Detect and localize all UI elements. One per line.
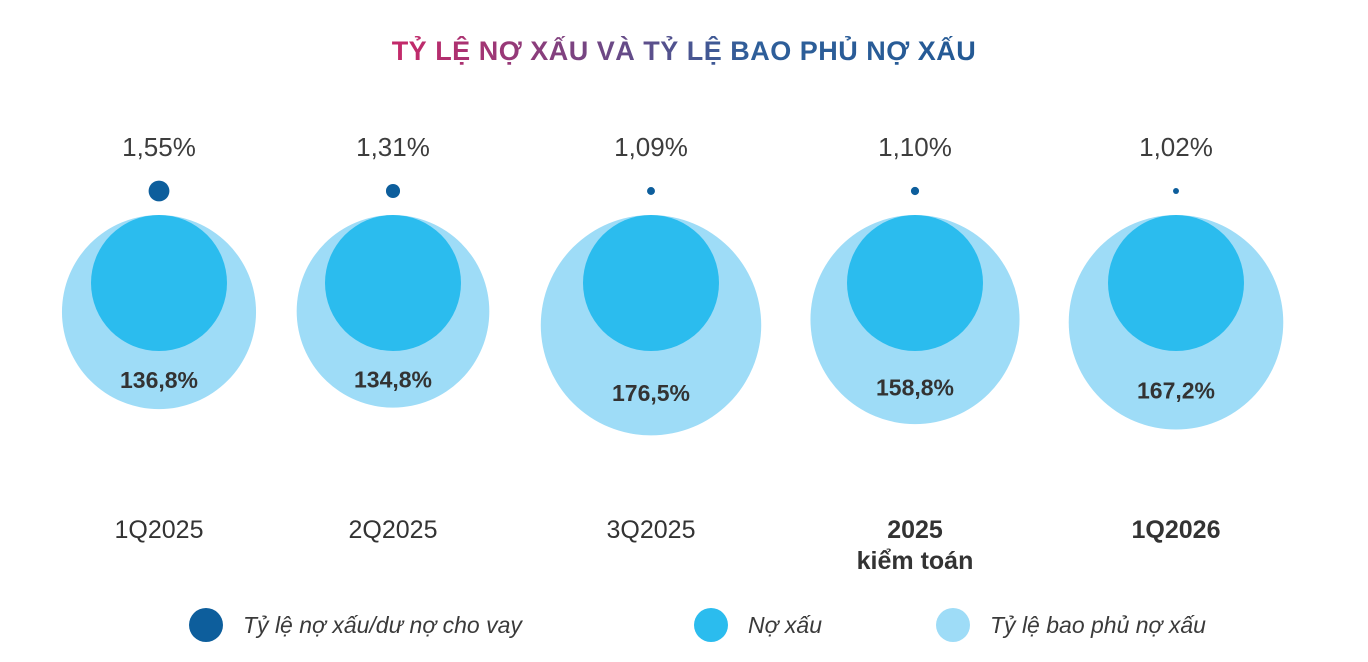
coverage-label: 134,8% [354, 366, 432, 392]
bad-debt-bubble [325, 215, 461, 351]
category-label: 3Q2025 [607, 516, 696, 544]
npl-ratio-label: 1,55% [122, 132, 196, 162]
legend-label-npl-ratio: Tỷ lệ nợ xấu/dư nợ cho vay [243, 611, 522, 638]
bad-debt-bubble [583, 215, 719, 351]
legend-item-bad-debt: Nợ xấu [694, 608, 822, 642]
coverage-label: 136,8% [120, 367, 198, 393]
coverage-label: 176,5% [612, 380, 690, 406]
npl-ratio-label: 1,09% [614, 132, 688, 162]
coverage-label: 167,2% [1137, 377, 1215, 403]
npl-ratio-dot [647, 187, 655, 195]
npl-ratio-label: 1,02% [1139, 132, 1213, 162]
bubble-chart: 1,55% 136,8% 1Q2025 1,31% 134,8% 2Q2025 1,09% 1… [61, 132, 1284, 575]
npl-ratio-label: 1,10% [878, 132, 952, 162]
legend-swatch-coverage [936, 608, 970, 642]
legend-label-coverage: Tỷ lệ bao phủ nợ xấu [990, 611, 1206, 638]
legend: Tỷ lệ nợ xấu/dư nợ cho vay Nợ xấu Tỷ lệ … [0, 608, 1368, 648]
legend-item-npl-ratio: Tỷ lệ nợ xấu/dư nợ cho vay [189, 608, 522, 642]
chart-title: TỶ LỆ NỢ XẤU VÀ TỶ LỆ BAO PHỦ NỢ XẤU [0, 36, 1368, 67]
coverage-label: 158,8% [876, 375, 954, 401]
npl-ratio-dot [148, 180, 170, 202]
legend-item-coverage: Tỷ lệ bao phủ nợ xấu [936, 608, 1206, 642]
category-label: 1Q2026 [1132, 516, 1221, 544]
legend-swatch-npl-ratio [189, 608, 223, 642]
category-label: kiểm toán [857, 547, 974, 575]
category-label: 1Q2025 [115, 516, 204, 544]
legend-label-bad-debt: Nợ xấu [748, 611, 822, 638]
category-label: 2Q2025 [349, 516, 438, 544]
npl-ratio-dot [910, 186, 920, 196]
legend-swatch-bad-debt [694, 608, 728, 642]
category-label: 2025 [887, 516, 943, 544]
bad-debt-bubble [847, 215, 983, 351]
npl-ratio-dot [1173, 188, 1179, 194]
bad-debt-bubble [91, 215, 227, 351]
npl-ratio-dot [385, 183, 401, 199]
npl-ratio-label: 1,31% [356, 132, 430, 162]
bad-debt-bubble [1108, 215, 1244, 351]
